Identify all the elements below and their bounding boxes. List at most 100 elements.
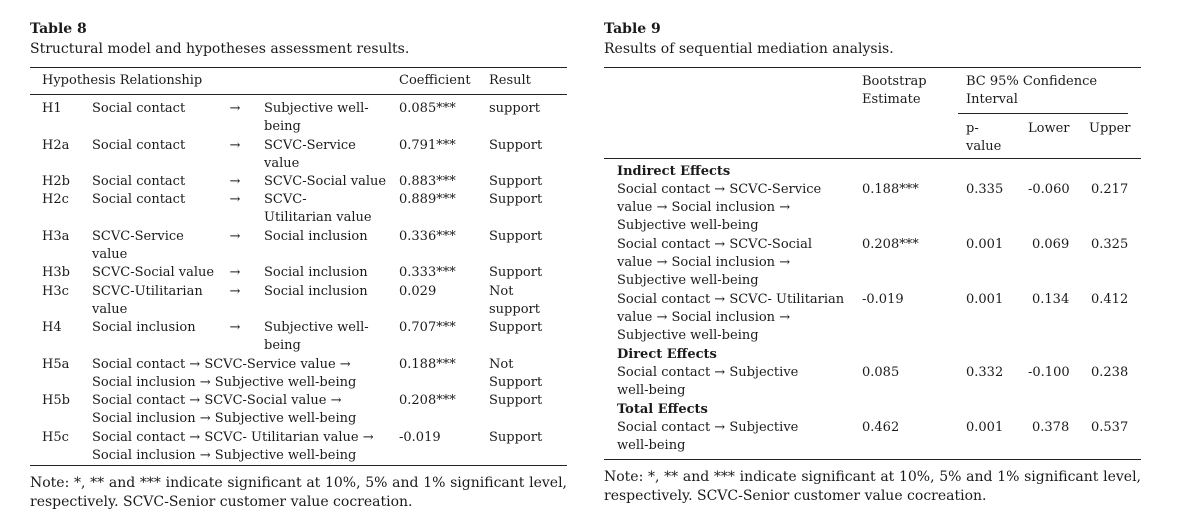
from-construct: Social inclusion [92, 320, 196, 335]
upper-bound: 0.537 [1091, 420, 1129, 435]
effect-path: Social contact → Subjective well-being [617, 420, 799, 453]
table-caption: Structural model and hypotheses assessme… [30, 41, 410, 57]
table-bottom-rule [30, 465, 567, 466]
coefficient: 0.188*** [399, 357, 456, 372]
bootstrap-estimate: -0.019 [862, 292, 904, 307]
hypothesis-id: H2c [42, 192, 69, 207]
from-construct: SCVC-Social value [92, 265, 215, 280]
from-construct: SCVC-Service value [92, 229, 184, 262]
header-bootstrap-estimate: Bootstrap Estimate [862, 74, 927, 107]
section-direct-effects: Direct Effects [617, 347, 717, 362]
header-bc-confidence-interval: BC 95% Confidence Interval [966, 74, 1098, 107]
to-construct: Subjective well-being [264, 320, 369, 353]
coefficient: 0.889*** [399, 192, 456, 207]
result: Not Support [489, 357, 543, 390]
arrow: → [229, 192, 241, 207]
header-p-value: p-value [966, 121, 1002, 154]
lower-bound: -0.100 [1028, 365, 1070, 380]
arrow: → [229, 174, 241, 189]
effect-path: Social contact → SCVC-Social value → Soc… [617, 237, 812, 288]
p-value: 0.001 [966, 292, 1004, 307]
header-coefficient: Coefficient [399, 73, 471, 88]
coefficient: 0.029 [399, 284, 437, 299]
coefficient: 0.336*** [399, 229, 456, 244]
upper-bound: 0.217 [1091, 182, 1129, 197]
effect-path-text: Social contact → SCVC-Service value → So… [617, 182, 822, 233]
coefficient: 0.883*** [399, 174, 456, 189]
result: Support [489, 174, 543, 189]
hypothesis-id: H1 [42, 101, 62, 116]
to-construct: SCVC-Utilitarian value [264, 192, 372, 225]
result: support [489, 101, 540, 116]
header-lower: Lower [1028, 121, 1070, 136]
table-title: Table 9 [604, 21, 661, 37]
coefficient: -0.019 [399, 430, 441, 445]
coefficient: 0.333*** [399, 265, 456, 280]
table-8: Table 8 Structural model and hypotheses … [30, 20, 567, 512]
p-value: 0.001 [966, 420, 1004, 435]
arrow: → [229, 265, 241, 280]
mediation-path: Social contact → SCVC-Social value → Soc… [92, 393, 357, 426]
from-construct: Social contact [92, 101, 186, 116]
header-rule [30, 94, 567, 95]
arrow: → [229, 101, 241, 116]
table-header-row: Hypothesis Relationship Coefficient Resu… [30, 68, 567, 94]
arrow: → [229, 320, 241, 335]
bootstrap-estimate: 0.462 [862, 420, 900, 435]
hypothesis-id: H5b [42, 393, 70, 408]
arrow: → [229, 284, 241, 299]
hypothesis-id: H2a [42, 138, 70, 153]
result: Support [489, 430, 543, 445]
effect-path: Social contact → SCVC- Utilitarian value… [617, 292, 845, 343]
table-title: Table 8 [30, 21, 87, 37]
hypothesis-id: H2b [42, 174, 70, 189]
to-construct: SCVC-Service value [264, 138, 356, 171]
upper-bound: 0.412 [1091, 292, 1129, 307]
table-top-rule [604, 67, 1141, 68]
from-construct: Social contact [92, 174, 186, 189]
table-note: Note: *, ** and *** indicate significant… [604, 469, 1141, 504]
hypothesis-id: H3c [42, 284, 69, 299]
result: Support [489, 320, 543, 335]
mediation-path: Social contact → SCVC- Utilitarian value… [92, 430, 374, 463]
table-top-rule [30, 67, 567, 68]
section-total-effects: Total Effects [617, 402, 708, 417]
result: Support [489, 138, 543, 153]
effect-path: Social contact → SCVC-Service value → So… [617, 181, 847, 235]
lower-bound: 0.134 [1032, 292, 1070, 307]
coefficient: 0.085*** [399, 101, 456, 116]
header-result: Result [489, 73, 531, 88]
arrow: → [229, 138, 241, 153]
result: Support [489, 229, 543, 244]
from-construct: Social contact [92, 138, 186, 153]
table-body: Indirect Effects Social contact → SCVC-S… [604, 159, 1141, 459]
coefficient: 0.208*** [399, 393, 456, 408]
table-header: Bootstrap Estimate BC 95% Confidence Int… [604, 68, 1141, 158]
p-value: 0.332 [966, 365, 1004, 380]
from-construct: Social contact [92, 192, 186, 207]
hypothesis-id: H5a [42, 357, 70, 372]
p-value: 0.335 [966, 182, 1004, 197]
hypothesis-id: H5c [42, 430, 69, 445]
header-sub-rule [958, 113, 1128, 114]
lower-bound: 0.069 [1032, 237, 1070, 252]
to-construct: SCVC-Social value [264, 174, 387, 189]
table-caption: Results of sequential mediation analysis… [604, 41, 894, 57]
to-construct: Social inclusion [264, 229, 368, 244]
bootstrap-estimate: 0.208*** [862, 237, 919, 252]
bootstrap-estimate: 0.085 [862, 365, 900, 380]
hypothesis-id: H4 [42, 320, 62, 335]
lower-bound: 0.378 [1032, 420, 1070, 435]
to-construct: Subjective well-being [264, 101, 369, 134]
hypothesis-id: H3b [42, 265, 70, 280]
table-note: Note: *, ** and *** indicate significant… [30, 475, 567, 510]
header-upper: Upper [1089, 121, 1131, 136]
effect-path: Social contact → Subjective well-being [617, 365, 799, 398]
upper-bound: 0.238 [1091, 365, 1129, 380]
from-construct: SCVC-Utilitarian value [92, 284, 203, 317]
coefficient: 0.791*** [399, 138, 456, 153]
result: Support [489, 393, 543, 408]
header-rule [604, 158, 1141, 159]
table-9: Table 9 Results of sequential mediation … [604, 20, 1141, 506]
table-bottom-rule [604, 459, 1141, 460]
